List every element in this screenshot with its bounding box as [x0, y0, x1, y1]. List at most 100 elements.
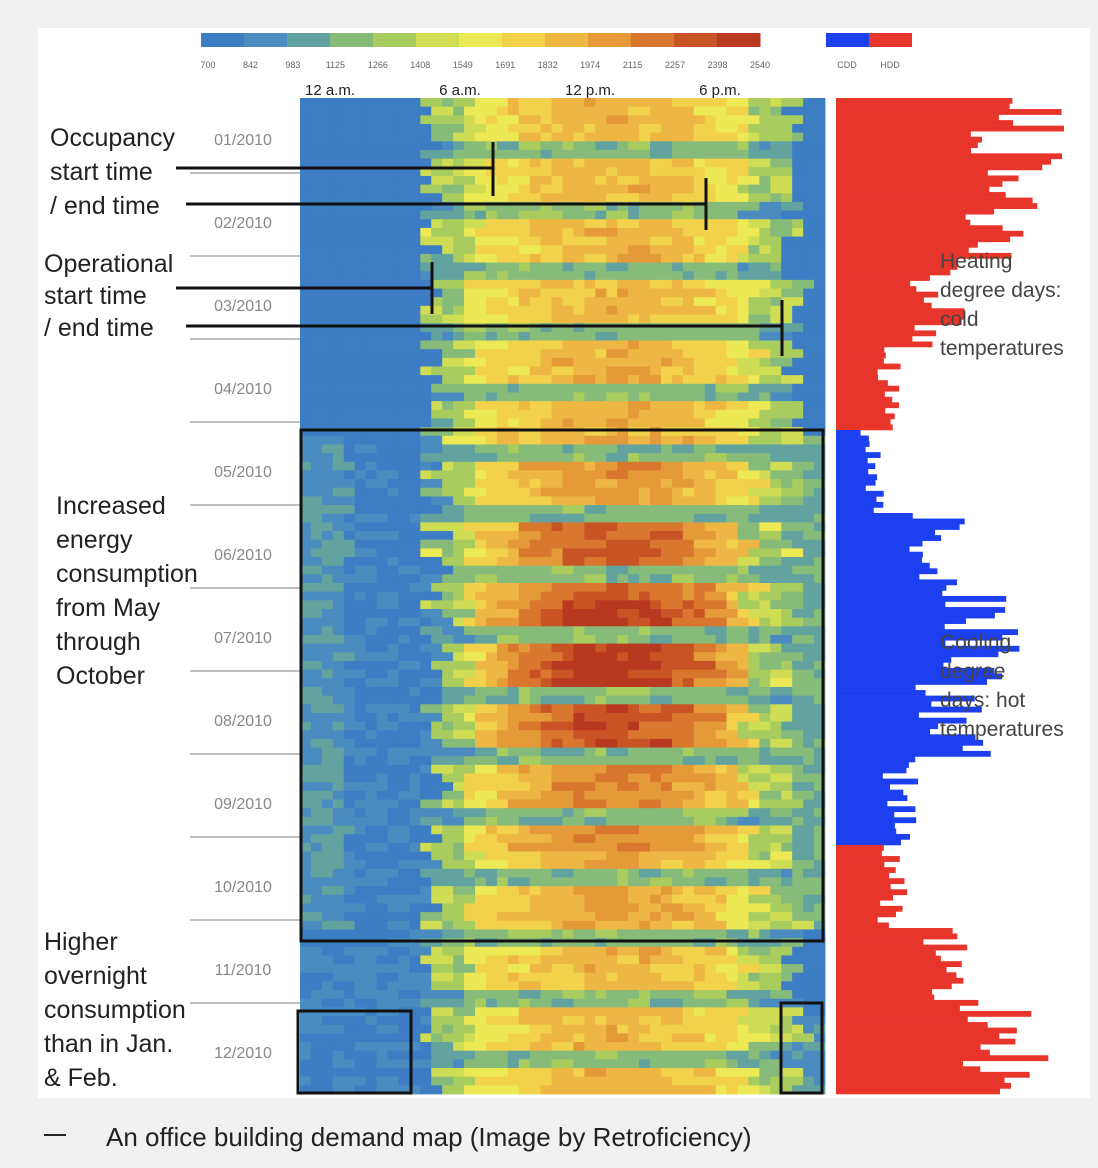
heatmap-cell — [496, 617, 520, 627]
heatmap-cell — [737, 323, 760, 333]
degree-day-bar — [836, 839, 902, 846]
heatmap-cell — [759, 366, 782, 376]
heatmap-cell — [365, 868, 377, 878]
heatmap-cell — [376, 886, 399, 896]
heatmap-cell — [704, 825, 717, 835]
heatmap-cell — [748, 375, 760, 385]
heatmap-cell — [464, 505, 487, 515]
heatmap-cell — [682, 175, 695, 186]
heatmap-cell — [464, 652, 487, 662]
heatmap-cell — [300, 877, 323, 887]
heatmap-cell — [398, 738, 421, 748]
heatmap-cell — [660, 816, 673, 826]
heatmap-cell — [300, 981, 323, 991]
heatmap-cell — [300, 253, 323, 263]
heatmap-cell — [803, 583, 815, 593]
heatmap-cell — [485, 886, 498, 896]
heatmap-cell — [737, 557, 760, 567]
heatmap-cell — [420, 435, 443, 445]
heatmap-cell — [660, 349, 684, 359]
heatmap-cell — [682, 643, 695, 653]
heatmap-cell — [671, 998, 684, 1008]
heatmap-cell — [639, 574, 651, 584]
heatmap-cell — [540, 305, 552, 315]
heatmap-cell — [617, 1007, 629, 1017]
heatmap-cell — [540, 383, 552, 393]
heatmap-cell — [507, 487, 520, 497]
heatmap-cell — [442, 357, 454, 367]
heatmap-cell — [321, 860, 345, 870]
heatmap-cell — [748, 184, 771, 194]
heatmap-cell — [562, 600, 574, 610]
heatmap-cell — [507, 123, 531, 134]
heatmap-cell — [300, 730, 312, 740]
heatmap-cell — [759, 149, 771, 160]
heatmap-cell — [464, 990, 487, 1000]
heatmap-cell — [398, 955, 410, 965]
heatmap-cell — [573, 1024, 585, 1034]
heatmap-cell — [496, 271, 509, 281]
heatmap-cell — [332, 981, 345, 991]
heatmap-cell — [420, 834, 443, 844]
heatmap-cell — [300, 842, 312, 852]
heatmap-cell — [639, 799, 651, 809]
degree-day-bar — [836, 955, 941, 962]
heatmap-cell — [354, 851, 377, 861]
heatmap-cell — [639, 600, 651, 610]
heatmap-cell — [562, 964, 574, 974]
heatmap-cell — [650, 366, 662, 376]
heatmap-cell — [551, 574, 574, 584]
heatmap-cell — [737, 1050, 749, 1060]
heatmap-cell — [792, 1042, 804, 1052]
heatmap-cell — [606, 193, 629, 203]
heatmap-cell — [464, 409, 476, 419]
heatmap-cell — [496, 557, 520, 567]
heatmap-cell — [781, 271, 804, 281]
heatmap-cell — [300, 773, 323, 783]
heatmap-cell — [431, 868, 454, 878]
heatmap-cell — [792, 799, 804, 809]
heatmap-cell — [420, 531, 432, 541]
heatmap-cell — [584, 964, 596, 974]
heatmap-cell — [584, 392, 607, 402]
heatmap-cell — [300, 990, 312, 1000]
heatmap-cell — [365, 643, 388, 653]
heatmap-cell — [781, 1076, 804, 1086]
degree-day-bar — [836, 125, 1064, 132]
heatmap-cell — [639, 764, 662, 774]
heatmap-cell — [606, 548, 629, 558]
heatmap-cell — [518, 955, 542, 965]
heatmap-cell — [650, 141, 673, 151]
heatmap-cell — [792, 539, 804, 549]
heatmap-cell — [529, 453, 552, 463]
heatmap-cell — [464, 1068, 476, 1078]
heatmap-cell — [529, 799, 542, 809]
heatmap-cell — [453, 730, 476, 740]
heatmap-cell — [562, 314, 585, 324]
heatmap-cell — [420, 98, 443, 108]
heatmap-cell — [595, 496, 618, 506]
heatmap-cell — [770, 219, 793, 229]
heatmap-cell — [759, 539, 782, 549]
degree-day-bar — [836, 136, 983, 143]
heatmap-cell — [475, 764, 498, 774]
heatmap-cell — [639, 219, 662, 229]
heatmap-cell — [321, 219, 345, 229]
heatmap-cell — [573, 349, 596, 359]
heatmap-cell — [376, 695, 399, 705]
heatmap-cell — [617, 634, 629, 645]
heatmap-cell — [398, 461, 421, 471]
heatmap-cell — [518, 401, 531, 411]
color-scale-swatch — [287, 33, 331, 47]
heatmap-cell — [748, 453, 771, 463]
heatmap-cell — [464, 141, 487, 151]
heatmap-cell — [814, 1068, 826, 1078]
heatmap-cell — [704, 427, 727, 437]
heatmap-cell — [792, 747, 815, 757]
heatmap-cell — [300, 132, 312, 142]
heatmap-cell — [682, 764, 695, 774]
heatmap-cell — [737, 548, 749, 558]
heatmap-cell — [321, 245, 334, 255]
degree-day-bar — [836, 264, 958, 270]
heatmap-cell — [770, 340, 782, 350]
